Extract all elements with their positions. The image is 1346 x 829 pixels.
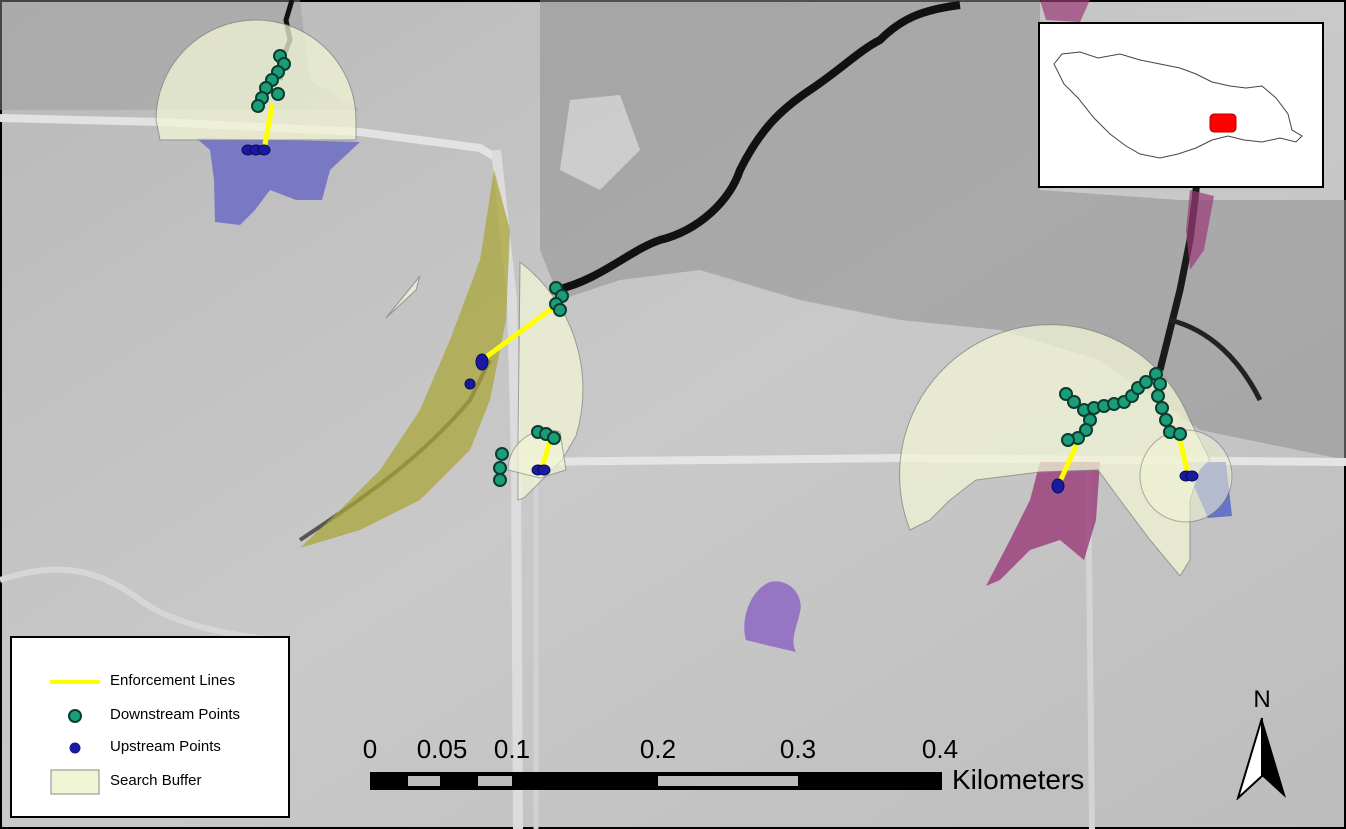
- downstream-point: [271, 87, 285, 101]
- road-horizontal-north: [0, 114, 503, 164]
- downstream-point: [1153, 377, 1167, 391]
- watershed-outline: [1053, 51, 1303, 159]
- legend-item-search-buffer: Search Buffer: [12, 768, 288, 796]
- north-arrow: N: [1234, 686, 1290, 800]
- upstream-point: [1185, 470, 1199, 482]
- downstream-point: [1059, 387, 1073, 401]
- scale-tick-label: 0.4: [921, 734, 959, 764]
- scale-tick-label: 0.3: [779, 734, 817, 764]
- downstream-point: [1067, 395, 1081, 409]
- downstream-point: [1173, 427, 1187, 441]
- upstream-point: [537, 464, 551, 476]
- upstream-point: [475, 353, 489, 371]
- pale-yellow-box-icon: [50, 769, 100, 795]
- inset-canvas: [1053, 51, 1303, 159]
- study-area-highlight: [1209, 113, 1237, 133]
- downstream-points: [251, 49, 1187, 487]
- scale-bar: 0 0.05 0.1 0.2 0.3 0.4 Kilometers: [340, 728, 1120, 798]
- downstream-point: [1155, 401, 1169, 415]
- blue-circle-icon: [69, 742, 81, 754]
- downstream-point: [251, 99, 265, 113]
- downstream-point: [1139, 375, 1153, 389]
- magenta-depression-east: [986, 462, 1100, 586]
- enforcement-line-center: [479, 301, 561, 363]
- magenta-channel-northeast: [1040, 0, 1214, 270]
- blue-depression-north: [196, 138, 360, 225]
- north-label: N: [1253, 686, 1271, 713]
- upstream-point: [464, 378, 476, 390]
- downstream-point: [1159, 413, 1173, 427]
- legend-label: Downstream Points: [110, 706, 241, 723]
- terrain-light-patches: [560, 95, 640, 190]
- legend-item-enforcement-lines: Enforcement Lines: [12, 668, 288, 696]
- downstream-point: [547, 431, 561, 445]
- search-buffer-west-sliver: [385, 275, 421, 319]
- downstream-point: [1061, 433, 1075, 447]
- olive-depression-west: [300, 170, 510, 548]
- legend-item-upstream-points: Upstream Points: [12, 734, 288, 762]
- search-buffer-north: [155, 19, 357, 141]
- upstream-point: [1051, 478, 1065, 494]
- enforcement-line-east-b: [1177, 437, 1191, 477]
- upstream-points: [241, 144, 1199, 494]
- north-arrow-icon: [1236, 717, 1286, 800]
- yellow-line-icon: [50, 680, 100, 684]
- inset-locator-map: [1038, 22, 1324, 188]
- purple-depression-south: [744, 581, 801, 652]
- enforcement-line-north: [261, 103, 275, 153]
- downstream-point: [553, 303, 567, 317]
- legend-label: Search Buffer: [110, 772, 202, 789]
- scale-tick-label: 0.05: [416, 734, 468, 764]
- legend-item-downstream-points: Downstream Points: [12, 702, 288, 730]
- downstream-point: [493, 461, 507, 475]
- wooded-terrain-upper-center: [540, 0, 1346, 460]
- legend-label: Upstream Points: [110, 738, 221, 755]
- enforcement-line-center-small: [539, 437, 553, 471]
- scale-units-label: Kilometers: [952, 764, 1085, 795]
- downstream-point: [1151, 389, 1165, 403]
- green-circle-icon: [68, 709, 82, 723]
- downstream-point: [493, 473, 507, 487]
- stream-east-tributary: [1169, 317, 1263, 402]
- scale-bar-segments: [370, 772, 942, 790]
- upstream-point: [257, 144, 271, 156]
- legend-label: Enforcement Lines: [110, 672, 236, 689]
- map-legend: Enforcement Lines Downstream Points Upst…: [10, 636, 290, 818]
- stream-meander-center: [555, 1, 961, 294]
- scale-tick-label: 0: [362, 734, 378, 764]
- downstream-point: [495, 447, 509, 461]
- scale-tick-label: 0.2: [639, 734, 677, 764]
- scale-tick-label: 0.1: [493, 734, 531, 764]
- downstream-point: [1079, 423, 1093, 437]
